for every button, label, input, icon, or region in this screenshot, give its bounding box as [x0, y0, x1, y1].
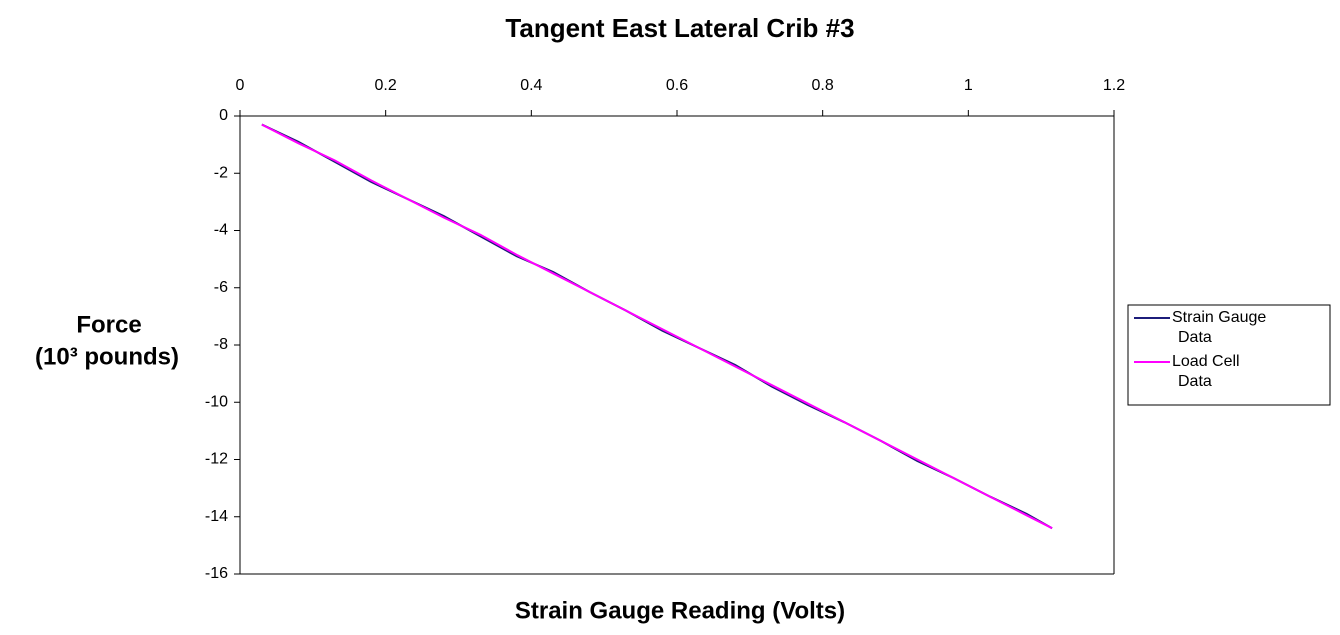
legend-label: Load Cell Data	[1172, 353, 1244, 390]
x-tick-label: 0.2	[375, 77, 397, 94]
y-tick-label: 0	[219, 107, 228, 124]
x-tick-label: 1	[964, 77, 973, 94]
chart-title: Tangent East Lateral Crib #3	[505, 13, 854, 43]
y-tick-label: -16	[205, 565, 228, 582]
x-tick-label: 0.6	[666, 77, 688, 94]
y-tick-label: -14	[205, 508, 228, 525]
x-axis-label: Strain Gauge Reading (Volts)	[515, 597, 845, 624]
y-tick-label: -8	[214, 336, 228, 353]
y-tick-label: -10	[205, 393, 228, 410]
y-tick-label: -2	[214, 164, 228, 181]
y-tick-label: -12	[205, 451, 228, 468]
x-tick-label: 0.8	[812, 77, 834, 94]
x-tick-label: 1.2	[1103, 77, 1125, 94]
legend-box	[1127, 304, 1331, 406]
y-tick-label: -4	[214, 222, 228, 239]
x-tick-label: 0.4	[520, 77, 542, 94]
y-tick-label: -6	[214, 279, 228, 296]
y-axis-label: (10³ pounds)	[35, 343, 179, 370]
x-tick-label: 0	[236, 77, 245, 94]
legend-label: Strain Gauge Data	[1172, 309, 1271, 346]
series-line	[261, 123, 1053, 530]
y-axis-label: Force	[76, 311, 141, 338]
